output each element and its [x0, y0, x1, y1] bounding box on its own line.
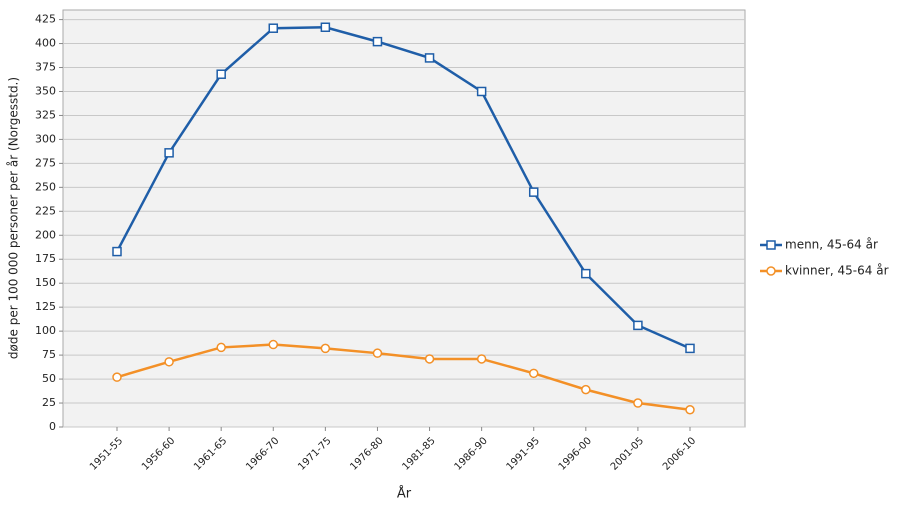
- data-point: [112, 372, 122, 382]
- y-tick-label: 225: [35, 204, 56, 217]
- y-tick-label: 150: [35, 276, 56, 289]
- data-point: [372, 36, 383, 47]
- data-point: [476, 86, 487, 97]
- y-tick-label: 275: [35, 156, 56, 169]
- y-tick-label: 200: [35, 228, 56, 241]
- y-tick-label: 250: [35, 180, 56, 193]
- x-tick-label: 1991-95: [505, 435, 542, 472]
- data-point: [216, 342, 226, 353]
- data-point: [685, 343, 695, 354]
- y-tick-label: 25: [42, 396, 56, 409]
- y-tick-label: 75: [42, 348, 56, 361]
- x-tick-label: 2001-05: [609, 435, 646, 472]
- legend-label: kvinner, 45-64 år: [785, 264, 889, 278]
- data-point: [528, 187, 539, 197]
- data-point: [164, 357, 174, 367]
- y-tick-label: 300: [35, 132, 56, 145]
- data-point: [633, 398, 643, 408]
- data-point: [581, 384, 591, 395]
- data-point: [528, 368, 539, 379]
- data-point: [685, 404, 695, 415]
- x-tick-label: 1996-00: [557, 435, 594, 472]
- data-point: [320, 343, 331, 354]
- x-tick-label: 1971-75: [296, 435, 333, 472]
- y-tick-label: 0: [49, 420, 56, 433]
- x-tick-label: 1966-70: [244, 435, 281, 472]
- x-tick-label: 2006-10: [661, 435, 698, 472]
- data-point: [112, 246, 122, 257]
- x-tick-label: 1976-80: [348, 435, 385, 472]
- data-point: [372, 348, 383, 358]
- data-point: [633, 320, 643, 331]
- x-tick-label: 1981-85: [400, 435, 437, 472]
- series-line: [115, 26, 691, 350]
- y-tick-label: 375: [35, 61, 56, 74]
- x-tick-label: 1986-90: [453, 435, 490, 472]
- series-line: [116, 343, 691, 411]
- data-point: [268, 23, 279, 33]
- x-tick-label: 1951-55: [88, 435, 125, 472]
- legend-marker: [766, 266, 776, 276]
- data-point: [320, 22, 331, 33]
- data-point: [424, 354, 435, 364]
- y-tick-label: 175: [35, 252, 56, 265]
- y-tick-label: 125: [35, 300, 56, 313]
- data-point: [581, 268, 591, 279]
- x-axis-label: År: [397, 486, 412, 502]
- data-point: [216, 69, 226, 79]
- data-point: [424, 53, 435, 63]
- legend-marker: [766, 240, 776, 250]
- x-tick-label: 1956-60: [140, 435, 177, 472]
- y-tick-label: 425: [35, 13, 56, 26]
- x-tick-label: 1961-65: [192, 435, 229, 472]
- y-tick-label: 325: [35, 108, 56, 121]
- legend-label: menn, 45-64 år: [785, 238, 878, 252]
- data-point: [268, 339, 279, 350]
- y-tick-label: 400: [35, 37, 56, 50]
- plot-area: [62, 9, 746, 428]
- y-tick-label: 350: [35, 84, 56, 97]
- y-axis-label: døde per 100 000 personer per år (Norges…: [7, 77, 21, 359]
- data-point: [164, 148, 174, 158]
- y-tick-label: 100: [35, 324, 56, 337]
- y-tick-label: 50: [42, 372, 56, 385]
- data-point: [476, 354, 487, 364]
